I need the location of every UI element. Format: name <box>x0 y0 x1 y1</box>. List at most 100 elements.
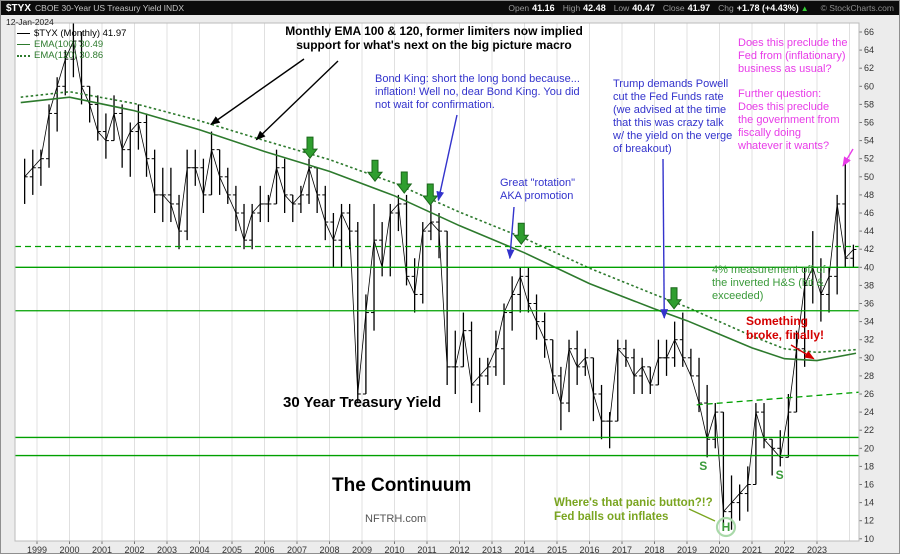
chart-date: 12-Jan-2024 <box>6 17 54 27</box>
x-tick-label: 2016 <box>579 545 599 554</box>
hs-measurement-annotation: 4% measurement off of the inverted H&S (… <box>712 264 826 302</box>
x-tick-label: 2007 <box>287 545 307 554</box>
head-label: H <box>722 520 731 534</box>
x-tick-label: 2018 <box>644 545 664 554</box>
x-tick-label: 2015 <box>547 545 567 554</box>
x-tick-label: 2019 <box>677 545 697 554</box>
right-shoulder-label: S <box>776 468 784 482</box>
legend-ema120-label: EMA(120) 30.86 <box>34 50 104 61</box>
y-tick-label: 22 <box>864 425 874 435</box>
x-axis: 1999 2000 2001 2002 2003 2004 2005 2006 2007 2008… <box>27 23 850 554</box>
head-circle <box>715 516 737 538</box>
y-tick-label: 16 <box>864 480 874 490</box>
x-tick-label: 2005 <box>222 545 242 554</box>
y-tick-label: 54 <box>864 136 874 146</box>
inverted-head-shoulders-labels: S H S <box>699 459 784 538</box>
y-tick-label: 28 <box>864 371 874 381</box>
ema120-line-sample <box>17 54 30 57</box>
x-tick-label: 2012 <box>449 545 469 554</box>
down-arrow-icon <box>301 136 319 159</box>
y-tick-label: 44 <box>864 226 874 236</box>
continuum-title: The Continuum <box>332 475 472 496</box>
left-shoulder-label: S <box>699 459 707 473</box>
something-broke-annotation: Something broke, finally! <box>746 314 825 343</box>
x-tick-label: 2011 <box>417 545 436 554</box>
fiscal-question-annotation: Further question: Does this preclude the… <box>738 88 840 152</box>
symbol-ticker: $TYX <box>6 2 32 14</box>
y-tick-label: 50 <box>864 172 874 182</box>
y-tick-label: 56 <box>864 118 874 128</box>
copyright: © StockCharts.com <box>820 3 894 13</box>
bond-king-annotation: Bond King: short the long bond because..… <box>375 73 580 111</box>
y-axis: 66 64 62 60 58 56 54 52 50 48 46 44 42 40 38 36 34 32 30 28… <box>859 27 874 544</box>
y-tick-label: 34 <box>864 317 874 327</box>
y-tick-label: 66 <box>864 27 874 37</box>
ema-touch-arrows <box>301 136 683 310</box>
panic-button-annotation: Where's that panic button?!? Fed balls o… <box>554 497 713 523</box>
neckline <box>696 391 860 406</box>
legend-price-label: $TYX (Monthly) 41.97 <box>34 28 127 39</box>
x-tick-label: 2002 <box>124 545 144 554</box>
y-tick-label: 46 <box>864 208 874 218</box>
low-value: 40.47 <box>632 3 655 13</box>
x-tick-label: 2006 <box>254 545 274 554</box>
x-tick-label: 2004 <box>189 545 209 554</box>
y-tick-label: 42 <box>864 244 874 254</box>
price-series <box>23 22 857 530</box>
low-label: Low <box>613 3 630 13</box>
x-tick-label: 2020 <box>709 545 729 554</box>
y-tick-label: 62 <box>864 63 874 73</box>
x-tick-label: 2009 <box>352 545 372 554</box>
legend-ema100-row: EMA(100) 30.49 <box>17 39 126 50</box>
x-tick-label: 2021 <box>742 545 762 554</box>
support-resistance-lines <box>15 245 860 457</box>
close-value: 41.97 <box>687 3 711 13</box>
down-arrow-icon <box>366 159 384 183</box>
x-tick-label: 2000 <box>59 545 79 554</box>
legend-ema100-label: EMA(100) 30.49 <box>34 39 104 50</box>
y-tick-label: 48 <box>864 190 874 200</box>
price-line-sample <box>17 33 30 34</box>
high-label: High <box>562 3 581 13</box>
open-value: 41.16 <box>532 3 555 13</box>
x-tick-label: 2022 <box>774 545 794 554</box>
ema100-line <box>20 96 857 362</box>
chg-label: Chg <box>718 3 734 13</box>
y-tick-label: 38 <box>864 280 874 290</box>
ema-annotation: Monthly EMA 100 & 120, former limiters n… <box>285 24 583 53</box>
y-tick-label: 26 <box>864 389 874 399</box>
header-bar: $TYX CBOE 30-Year US Treasury Yield INDX… <box>1 1 899 15</box>
open-label: Open <box>508 3 530 13</box>
y-tick-label: 52 <box>864 154 874 164</box>
y-tick-label: 64 <box>864 45 874 55</box>
y-tick-label: 24 <box>864 407 874 417</box>
x-tick-label: 2013 <box>482 545 502 554</box>
chart-title: 30 Year Treasury Yield <box>283 394 442 411</box>
y-tick-label: 36 <box>864 299 874 309</box>
y-tick-label: 20 <box>864 443 874 453</box>
plot-border <box>14 22 860 542</box>
y-tick-label: 14 <box>864 498 874 508</box>
symbol-description: CBOE 30-Year US Treasury Yield INDX <box>35 3 184 13</box>
site-watermark: NFTRH.com <box>365 513 427 525</box>
y-tick-label: 18 <box>864 461 874 471</box>
fed-question-annotation: Does this preclude the Fed from (inflati… <box>738 37 848 75</box>
x-tick-label: 2017 <box>612 545 632 554</box>
y-tick-label: 58 <box>864 99 874 109</box>
y-tick-label: 12 <box>864 516 874 526</box>
trump-powell-annotation: Trump demands Powell cut the Fed Funds r… <box>613 78 733 155</box>
down-arrow-icon <box>396 171 413 194</box>
legend-price-row: $TYX (Monthly) 41.97 <box>17 28 126 39</box>
panic-pointer-line <box>688 508 716 522</box>
y-tick-label: 30 <box>864 353 874 363</box>
x-tick-label: 1999 <box>27 545 47 554</box>
x-tick-label: 2010 <box>384 545 404 554</box>
down-arrow-icon <box>513 222 530 246</box>
close-label: Close <box>662 3 685 13</box>
x-tick-label: 2014 <box>514 545 534 554</box>
legend-ema120-row: EMA(120) 30.86 <box>17 50 126 61</box>
y-tick-label: 10 <box>864 534 874 544</box>
chart-legend: $TYX (Monthly) 41.97 EMA(100) 30.49 EMA(… <box>17 28 126 61</box>
